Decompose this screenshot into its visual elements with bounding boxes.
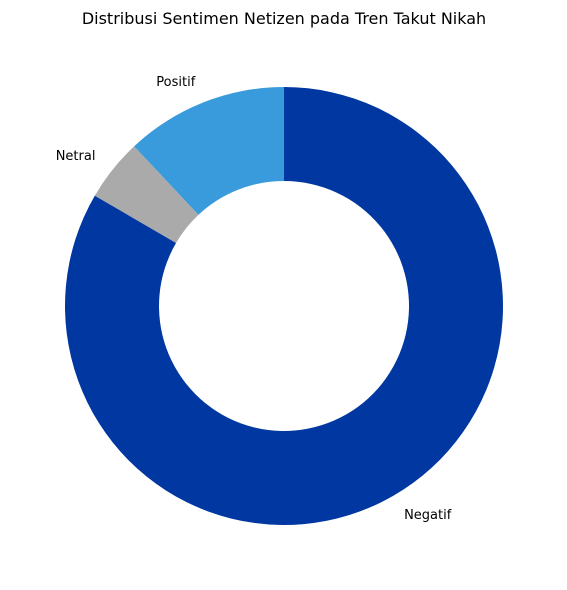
slice-negatif [65, 87, 504, 525]
slice-label-netral: Netral [56, 149, 96, 164]
chart-title: Distribusi Sentimen Netizen pada Tren Ta… [82, 9, 486, 28]
slice-label-negatif: Negatif [404, 508, 452, 523]
slices-group [65, 87, 504, 525]
slice-positif [134, 87, 284, 215]
slice-label-positif: Positif [156, 75, 195, 90]
labels-group: Positif Netral Negatif [56, 75, 452, 523]
slice-netral [94, 146, 199, 244]
